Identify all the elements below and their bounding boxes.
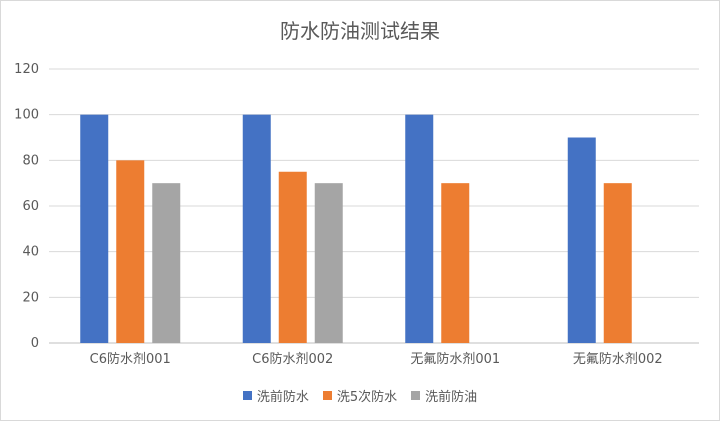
y-tick-label: 100 — [14, 108, 39, 123]
chart-legend: 洗前防水 洗5次防水 洗前防油 — [1, 386, 719, 405]
legend-label: 洗前防水 — [256, 390, 309, 405]
bar — [405, 114, 434, 344]
y-tick-label: 120 — [14, 62, 39, 77]
bar — [314, 183, 343, 343]
chart-title: 防水防油测试结果 — [280, 19, 440, 43]
legend-item: 洗前防油 — [411, 386, 477, 405]
legend-label: 洗前防油 — [425, 390, 478, 405]
bar — [567, 137, 596, 343]
legend-item: 洗5次防水 — [322, 386, 398, 405]
legend-item: 洗前防水 — [242, 386, 309, 405]
bar — [441, 183, 470, 343]
x-tick-label: 无氟防水剂001 — [410, 351, 500, 367]
legend-swatch — [322, 391, 332, 400]
legend-swatch — [242, 391, 252, 400]
x-tick-label: C6防水剂002 — [252, 351, 333, 367]
bar — [80, 114, 109, 344]
y-tick-label: 0 — [31, 336, 39, 351]
legend-swatch — [411, 391, 421, 400]
x-tick-label: C6防水剂001 — [90, 351, 171, 367]
bar — [278, 171, 307, 343]
bar — [242, 114, 271, 344]
bar — [603, 183, 632, 343]
y-tick-label: 40 — [22, 245, 39, 260]
bar — [152, 183, 181, 343]
bar — [116, 160, 145, 343]
y-tick-label: 20 — [22, 290, 39, 305]
y-tick-label: 80 — [22, 153, 39, 168]
y-tick-label: 60 — [22, 199, 39, 214]
legend-label: 洗5次防水 — [336, 390, 398, 405]
x-tick-label: 无氟防水剂002 — [573, 351, 663, 367]
